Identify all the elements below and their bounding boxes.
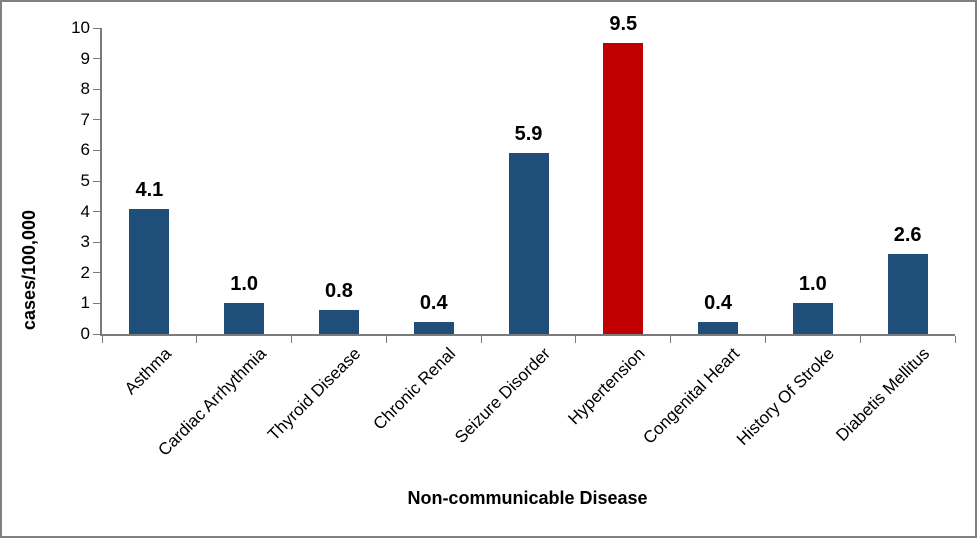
y-axis-tick (93, 58, 100, 60)
category-label-hypertension: Hypertension (564, 344, 649, 429)
y-axis-tick-label: 7 (80, 109, 90, 129)
x-axis-tick (670, 336, 672, 343)
bar-value-label: 9.5 (609, 13, 638, 35)
x-axis-tick (196, 336, 198, 343)
y-axis-tick (93, 180, 100, 182)
category-label-asthma: Asthma (120, 344, 175, 399)
y-axis-tick (93, 27, 100, 29)
bar-history-of-stroke (792, 303, 833, 334)
y-axis-tick (93, 119, 100, 121)
x-axis-tick (385, 336, 387, 343)
x-axis-title: Non-communicable Disease (407, 488, 648, 508)
category-label-thyroid-disease: Thyroid Disease (264, 344, 365, 445)
bar-thyroid-disease (318, 310, 359, 334)
x-axis-line (100, 334, 955, 336)
bar-value-label: 1.0 (230, 273, 259, 295)
y-axis-tick-label: 10 (71, 18, 90, 37)
y-axis-tick (93, 241, 100, 243)
y-axis-tick (93, 211, 100, 213)
y-axis-tick-label: 4 (80, 201, 90, 221)
y-axis-tick (93, 333, 100, 335)
y-axis-line (100, 28, 102, 336)
bar-value-label: 2.6 (893, 224, 922, 246)
bar-seizure-disorder (508, 153, 549, 334)
x-axis-tick (291, 336, 293, 343)
category-label-seizure-disorder: Seizure Disorder (450, 344, 554, 447)
bar-diabetis-mellitus (887, 254, 928, 334)
bar-chronic-renal (413, 322, 454, 334)
y-axis-tick-label: 6 (80, 140, 90, 160)
category-label-diabetis-mellitus: Diabetis Mellitus (832, 344, 934, 445)
x-axis-tick (859, 336, 861, 343)
bar-hypertension (603, 43, 644, 334)
y-axis-tick (93, 88, 100, 90)
bar-value-label: 0.4 (704, 292, 732, 314)
category-label-congenital-heart: Congenital Heart (639, 344, 744, 448)
x-axis-tick (480, 336, 482, 343)
category-label-chronic-renal: Chronic Renal (369, 344, 460, 434)
y-axis-title: cases/100,000 (19, 209, 39, 331)
x-axis-tick (101, 336, 103, 343)
x-axis-tick (954, 336, 956, 343)
bar-asthma (129, 209, 170, 334)
y-axis-tick-label: 2 (80, 262, 90, 282)
bar-cardiac-arrhythmia (224, 303, 265, 334)
y-axis-tick-label: 5 (80, 171, 90, 190)
bar-congenital-heart (698, 322, 739, 334)
y-axis-tick (93, 302, 100, 304)
bar-value-label: 0.8 (325, 280, 353, 302)
category-label-history-of-stroke: History Of Stroke (733, 344, 839, 449)
y-axis-tick-label: 9 (80, 48, 90, 68)
y-axis-tick-label: 1 (80, 293, 90, 313)
y-axis-tick (93, 272, 100, 274)
bar-value-label: 0.4 (419, 292, 448, 314)
y-axis-tick (93, 149, 100, 151)
x-axis-tick (764, 336, 766, 343)
bar-value-label: 4.1 (135, 179, 164, 201)
y-axis-tick-label: 8 (80, 79, 90, 99)
y-axis-tick-label: 3 (80, 232, 90, 252)
x-axis-tick (575, 336, 577, 343)
bar-value-label: 1.0 (798, 273, 827, 295)
y-axis-tick-label: 0 (80, 324, 90, 343)
bar-value-label: 5.9 (514, 123, 543, 145)
